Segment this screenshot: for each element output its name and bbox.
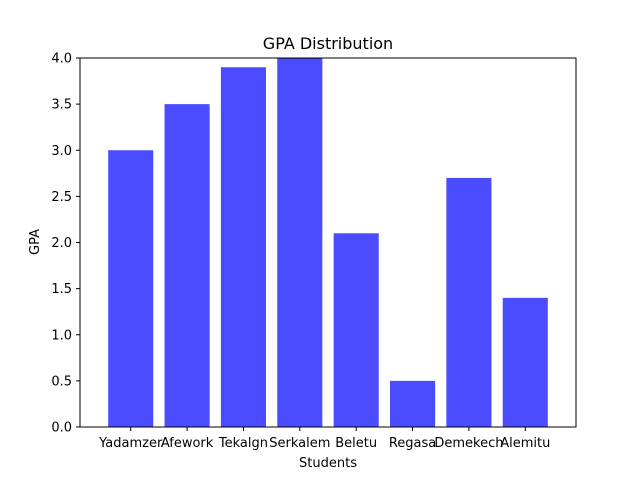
plot-frame [79,57,577,428]
y-tick-label: 4.0 [51,52,72,67]
x-axis-label: Students [299,456,357,471]
y-tick-label: 2.5 [51,190,72,205]
x-tick-label: Yadamzer [98,436,163,451]
x-tick-label: Tekalgn [218,436,268,451]
x-tick-label: Regasa [389,436,436,451]
x-tick-label: Alemitu [500,436,550,451]
y-tick-label: 3.5 [51,98,72,113]
y-tick-label: 2.0 [51,236,72,251]
bar-yadamzer [108,150,154,427]
bars-group [108,58,548,427]
y-tick-label: 3.0 [51,144,72,159]
y-axis-label: GPA [28,229,43,255]
y-tick-label: 0.5 [51,374,72,389]
x-tick-label: Serkalem [269,436,330,451]
bar-tekalgn [220,67,266,427]
x-tick-label: Demekech [434,436,503,451]
y-tick-label: 1.0 [51,328,72,343]
y-tick-label: 0.0 [51,421,72,436]
bar-demekech [446,177,492,427]
bar-serkalem [277,58,323,427]
bar-afework [164,104,210,427]
chart-title: GPA Distribution [263,34,393,53]
x-tick-label: Afework [161,436,214,451]
bar-regasa [390,380,436,427]
bar-beletu [333,233,379,427]
y-axis-ticks: 0.0 0.5 1.0 1.5 2.0 2.5 3.0 3.5 4.0 [51,52,80,436]
x-tick-label: Beletu [335,436,377,451]
y-tick-label: 1.5 [51,282,72,297]
bar-alemitu [502,297,548,427]
